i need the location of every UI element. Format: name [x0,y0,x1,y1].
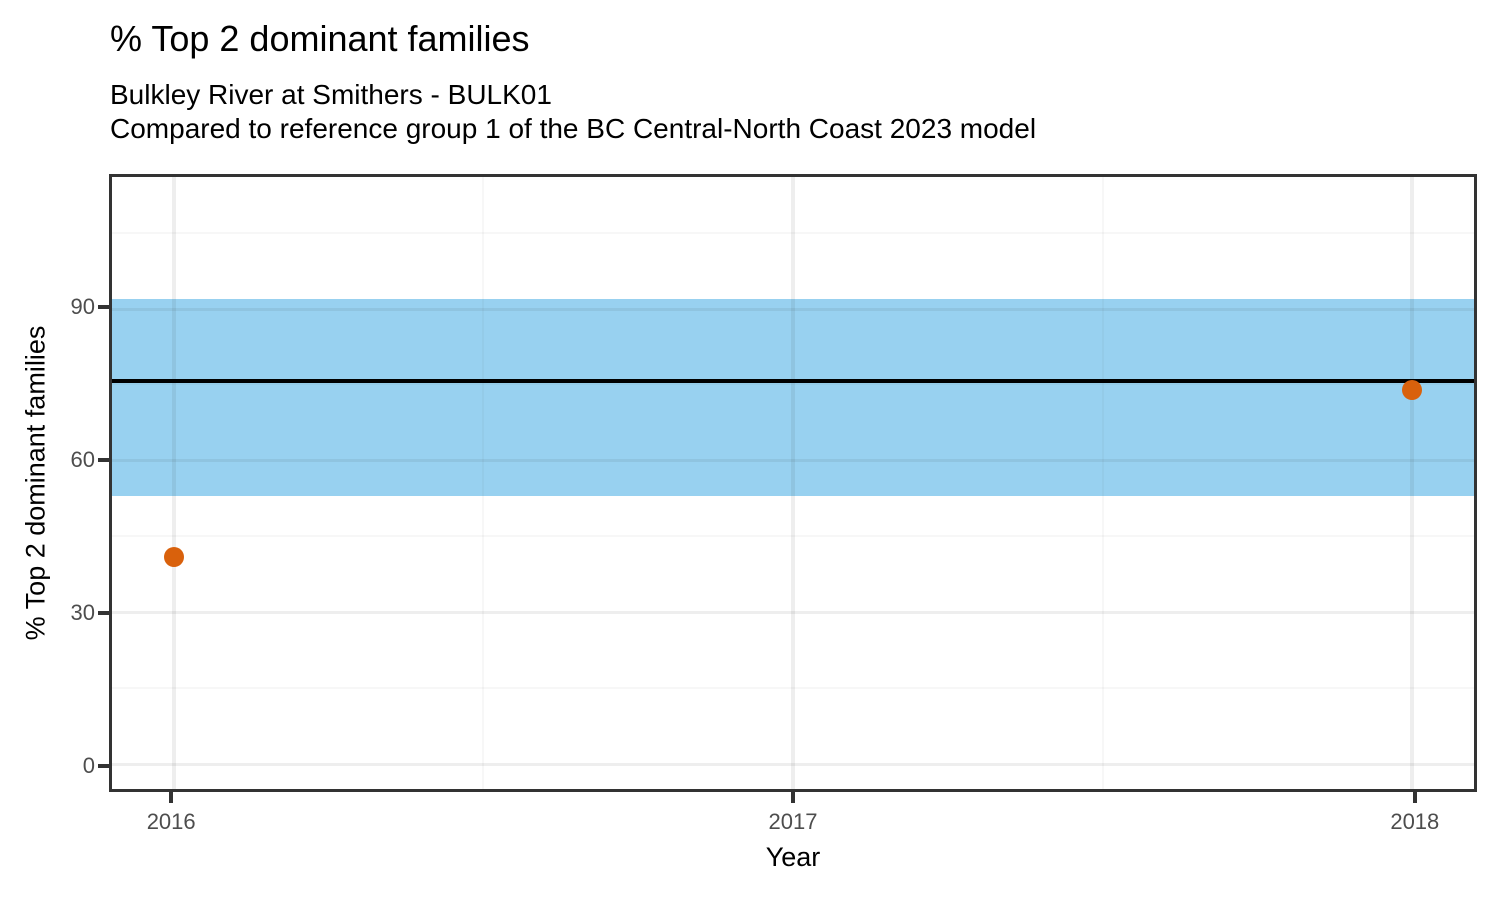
plot-title: % Top 2 dominant families [110,18,530,59]
reference-mean-line [112,378,1474,383]
gridline-y-major [112,610,1474,614]
plot-subtitle-line-2: Compared to reference group 1 of the BC … [110,113,1037,144]
x-axis-tick [169,792,174,803]
x-tick-label: 2016 [146,809,196,834]
y-tick-label: 90 [70,293,95,319]
y-axis-tick [98,458,109,463]
gridline-x-major [791,177,795,789]
x-axis-tick [1412,792,1417,803]
gridline-y-major [112,307,1474,311]
gridline-x-major [1410,177,1415,789]
gridline-x-major [171,177,176,789]
gridline-x-minor [482,177,485,789]
gridline-x-minor [1101,177,1104,789]
x-tick-label: 2017 [768,809,818,834]
data-point-2016 [163,547,184,568]
y-axis-tick [98,304,109,309]
x-tick-label: 2018 [1390,809,1440,834]
reference-band [112,299,1474,496]
plot-subtitle: Bulkley River at Smithers - BULK01 Compa… [110,78,1036,146]
gridline-y-minor [112,383,1474,386]
data-point-2018 [1402,380,1423,401]
x-axis-title: Year [765,842,821,872]
y-tick-label: 0 [82,753,95,779]
gridline-y-minor [112,231,1474,234]
plot-panel [109,174,1477,792]
gridline-y-major [112,762,1474,766]
y-axis-tick [98,764,109,769]
y-tick-label: 30 [70,600,95,626]
gridline-y-major [112,459,1474,463]
plot-subtitle-line-1: Bulkley River at Smithers - BULK01 [110,79,552,110]
gridline-y-minor [112,535,1474,538]
gridline-y-minor [112,686,1474,689]
y-tick-label: 60 [70,447,95,473]
y-axis-title: % Top 2 dominant families [20,325,51,641]
x-axis-tick [791,792,795,803]
y-axis-tick [98,611,109,616]
